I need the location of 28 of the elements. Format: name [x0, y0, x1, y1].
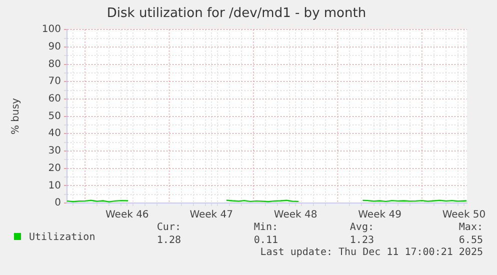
- x-tick-label: Week 46: [105, 210, 149, 221]
- text: Cur:: [156, 222, 181, 233]
- x-tick-label: Week 50: [442, 210, 486, 221]
- text: 1.23: [350, 235, 374, 246]
- text: Last update: Thu Dec 11 17:00:21 2025: [260, 247, 483, 258]
- chart-title: Disk utilization for /dev/md1 - by month: [106, 6, 366, 22]
- y-tick-label: 0: [54, 198, 61, 209]
- text: 1.28: [156, 235, 181, 246]
- text: 0.11: [254, 235, 278, 246]
- y-axis-title: % busy: [10, 98, 22, 135]
- y-tick-label: 20: [48, 162, 61, 174]
- y-tick-label: 100: [42, 24, 61, 36]
- text: 6.55: [458, 235, 483, 246]
- y-tick-label: 60: [48, 94, 61, 105]
- text: Avg:: [350, 222, 374, 233]
- text: Min:: [254, 222, 278, 233]
- legend-label: Utilization: [28, 232, 96, 243]
- y-tick-label: 10: [48, 180, 61, 192]
- text: Max:: [458, 222, 483, 233]
- x-tick-label: Week 48: [274, 210, 318, 221]
- y-tick-label: 30: [48, 146, 61, 157]
- x-tick-label: Week 47: [190, 210, 234, 221]
- y-tick-label: 80: [48, 58, 61, 70]
- y-tick-label: 70: [48, 76, 61, 88]
- y-tick-label: 90: [48, 42, 61, 53]
- y-tick-label: 40: [48, 128, 61, 140]
- y-tick-label: 50: [48, 110, 61, 122]
- x-tick-label: Week 49: [358, 210, 402, 221]
